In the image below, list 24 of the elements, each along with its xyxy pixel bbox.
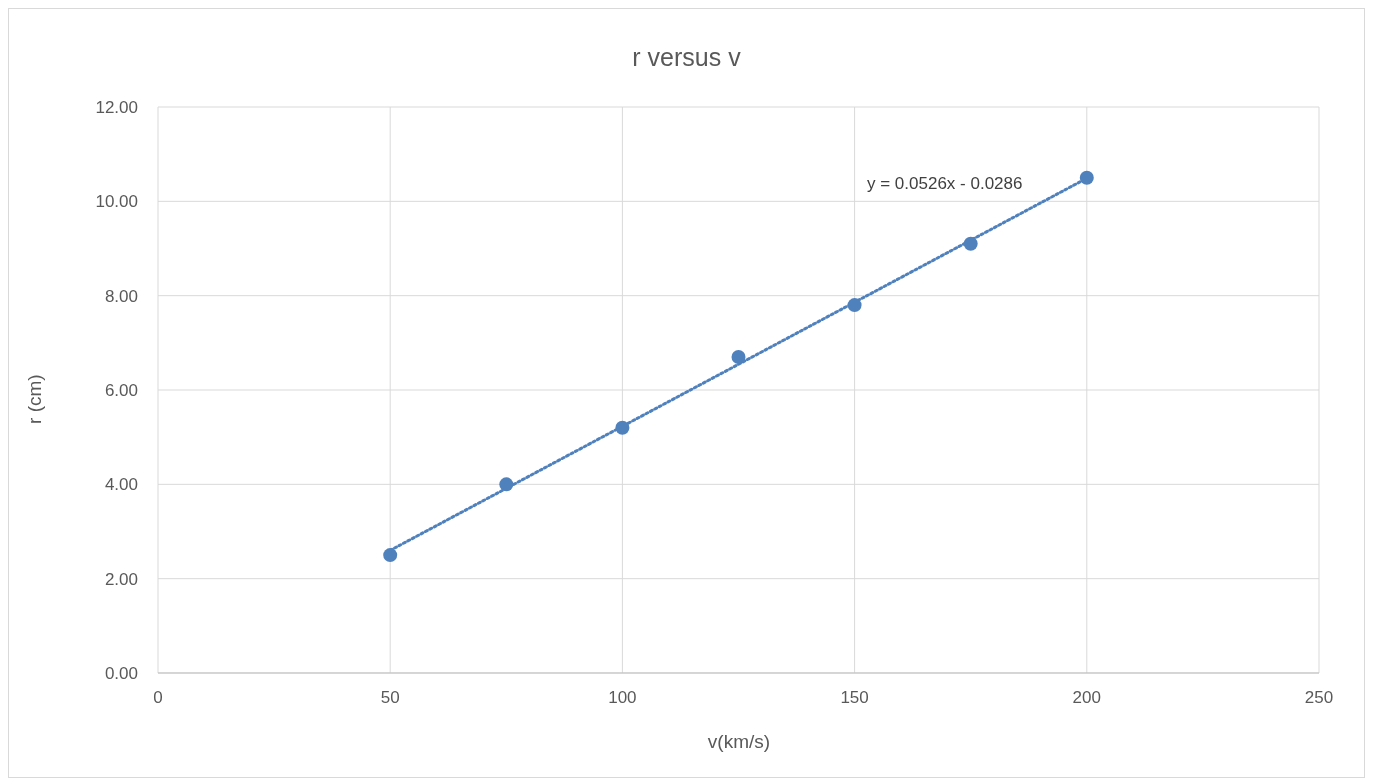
- x-tick-label: 0: [153, 688, 163, 707]
- point: [1079, 170, 1094, 185]
- y-axis-title: r (cm): [24, 374, 46, 424]
- x-tick-label: 100: [608, 688, 637, 707]
- point: [383, 548, 398, 563]
- point: [499, 477, 514, 492]
- y-tick-label: 2.00: [104, 569, 138, 589]
- point: [847, 298, 862, 313]
- point: [963, 236, 978, 251]
- y-tick-label: 8.00: [104, 286, 138, 306]
- annotation: y = 0.0526x - 0.0286: [867, 174, 1023, 194]
- y-tick-label: 10.00: [95, 192, 138, 212]
- x-tick-label: 200: [1072, 688, 1101, 707]
- x-axis-title: v(km/s): [706, 731, 772, 753]
- chart-title: r versus v: [631, 43, 742, 72]
- point: [731, 349, 746, 364]
- x-tick-label: 250: [1304, 688, 1334, 707]
- y-tick-label: 0.00: [104, 664, 138, 684]
- point: [615, 420, 630, 435]
- x-tick-label: 50: [380, 688, 400, 707]
- y-tick-label: 4.00: [104, 475, 138, 495]
- y-tick-label: 6.00: [104, 381, 138, 401]
- x-tick-label: 150: [840, 688, 869, 707]
- y-tick-label: 12.00: [95, 98, 138, 118]
